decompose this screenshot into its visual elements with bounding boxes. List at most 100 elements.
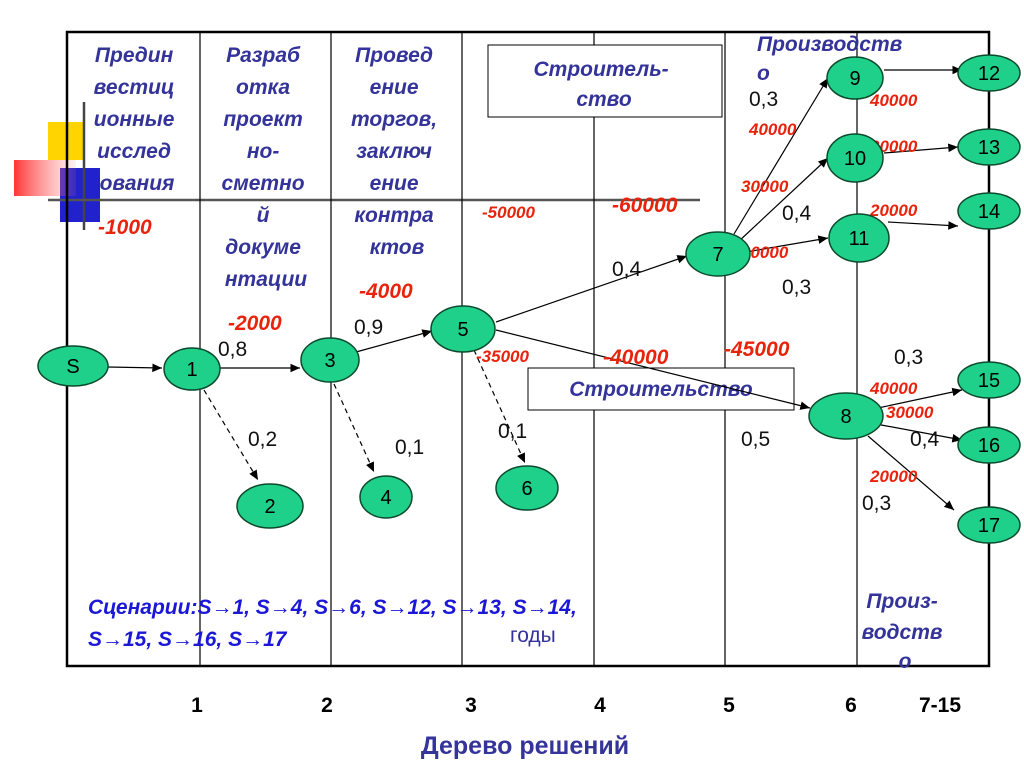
revenue-8-17: 20000 <box>869 467 918 486</box>
svg-text:10: 10 <box>844 148 866 170</box>
year-3: 3 <box>465 694 477 717</box>
prob-3-4: 0,1 <box>395 436 424 459</box>
revenue-7-9: 40000 <box>748 120 797 139</box>
svg-text:11: 11 <box>849 228 870 250</box>
svg-text:16: 16 <box>978 435 1000 457</box>
prob-5-7: 0,4 <box>612 258 642 281</box>
svg-text:6: 6 <box>521 478 532 500</box>
svg-text:14: 14 <box>978 201 1000 223</box>
svg-text:5: 5 <box>457 319 468 341</box>
revenue-11-14: 20000 <box>869 201 918 220</box>
svg-text:1: 1 <box>186 359 197 381</box>
node-8: 8 <box>808 392 884 440</box>
cost-preinvestment: -1000 <box>98 216 152 239</box>
stage-preinvestment-label: Предин вестиц ионные исслед ования <box>94 44 181 195</box>
edge-3-5 <box>355 329 433 353</box>
year-7-15: 7-15 <box>919 694 961 717</box>
svg-text:S: S <box>66 356 79 378</box>
cost-design: -2000 <box>228 312 282 335</box>
edge-5-7 <box>495 255 688 323</box>
revenue-8-15: 40000 <box>869 379 918 398</box>
revenue-7-11: 20000 <box>740 243 789 262</box>
prob-7-11: 0,3 <box>782 276 811 299</box>
year-2: 2 <box>321 694 333 717</box>
construction-box-top: Строитель- ство <box>487 44 723 118</box>
scenarios-line-1: Сценарии:S→1, S→4, S→6, S→12, S→13, S→14… <box>88 596 577 619</box>
node-4: 4 <box>359 475 413 519</box>
stage-production-label-2: Произ- водств о <box>862 590 949 673</box>
revenue-8-16: 30000 <box>886 403 934 422</box>
cost-construction-5: -45000 <box>724 338 790 361</box>
cost-construction-3: -35000 <box>476 347 529 366</box>
node-6: 6 <box>495 465 559 511</box>
prob-7-9: 0,3 <box>749 88 778 111</box>
edge-10-13 <box>883 143 959 154</box>
stage-design-docs-label: Разраб отка проект но- сметно й докуме н… <box>222 44 311 291</box>
edge-5-8 <box>495 329 811 410</box>
node-15: 15 <box>957 361 1021 399</box>
node-s: S <box>37 345 109 387</box>
node-9: 9 <box>826 56 884 100</box>
svg-text:3: 3 <box>324 350 335 372</box>
svg-text:4: 4 <box>380 487 391 509</box>
revenue-7-10: 30000 <box>741 177 789 196</box>
node-12: 12 <box>957 54 1021 92</box>
edge-11-14 <box>887 221 959 230</box>
node-10: 10 <box>826 133 884 183</box>
prob-8-16: 0,4 <box>910 428 940 451</box>
stage-production-label: Производств о <box>757 33 908 85</box>
year-6: 6 <box>845 694 857 717</box>
svg-text:2: 2 <box>264 496 275 518</box>
svg-text:17: 17 <box>978 515 1000 537</box>
edge-8-16 <box>875 423 963 443</box>
stage-tenders-label: Провед ение торгов, заключ ение контра к… <box>351 44 443 259</box>
edge-8-15 <box>877 387 963 409</box>
diagram-title: Дерево решений <box>421 732 629 760</box>
year-5: 5 <box>723 694 735 717</box>
revenue-9-12: 40000 <box>869 91 918 110</box>
edge-7-9 <box>733 77 829 235</box>
svg-text:13: 13 <box>978 137 1000 159</box>
prob-7-10: 0,4 <box>782 202 812 225</box>
svg-text:Строитель- ство: Строитель- ство <box>533 58 674 111</box>
node-7: 7 <box>685 231 751 277</box>
svg-text:12: 12 <box>978 63 1000 85</box>
node-5: 5 <box>430 305 496 353</box>
edge-s-1 <box>107 363 163 373</box>
node-17: 17 <box>957 506 1021 544</box>
cost-construction-2: -60000 <box>612 194 678 217</box>
node-1: 1 <box>163 347 221 391</box>
edge-7-11 <box>745 235 829 253</box>
svg-text:7: 7 <box>712 244 723 266</box>
cost-construction-4: -40000 <box>603 346 669 369</box>
svg-text:15: 15 <box>978 370 1000 392</box>
edge-7-10 <box>737 157 829 243</box>
prob-5-6: 0,1 <box>498 420 527 443</box>
cost-tenders: -4000 <box>359 280 413 303</box>
prob-5-8: 0,5 <box>741 428 770 451</box>
svg-text:9: 9 <box>849 68 860 90</box>
tree-edges <box>107 65 963 511</box>
scenarios-line-2: S→15, S→16, S→17 <box>88 628 288 651</box>
node-11: 11 <box>828 213 890 263</box>
construction-box-bottom: Строительство <box>527 367 795 411</box>
edge-5-6 <box>473 349 526 464</box>
node-3: 3 <box>300 337 360 383</box>
node-14: 14 <box>957 192 1021 230</box>
years-caption: годы <box>510 624 556 647</box>
year-1: 1 <box>191 694 203 717</box>
node-2: 2 <box>236 483 304 529</box>
prob-8-15: 0,3 <box>894 346 923 369</box>
prob-3-5: 0,9 <box>354 316 383 339</box>
edge-8-17 <box>867 435 955 511</box>
prob-1-3: 0,8 <box>218 338 247 361</box>
prob-1-2: 0,2 <box>248 428 277 451</box>
svg-text:8: 8 <box>840 406 851 428</box>
node-16: 16 <box>957 426 1021 464</box>
cost-construction-1: -50000 <box>482 203 535 222</box>
node-13: 13 <box>957 128 1021 166</box>
prob-8-17: 0,3 <box>862 492 891 515</box>
svg-text:Строительство: Строительство <box>569 378 753 401</box>
edge-3-4 <box>333 383 375 473</box>
